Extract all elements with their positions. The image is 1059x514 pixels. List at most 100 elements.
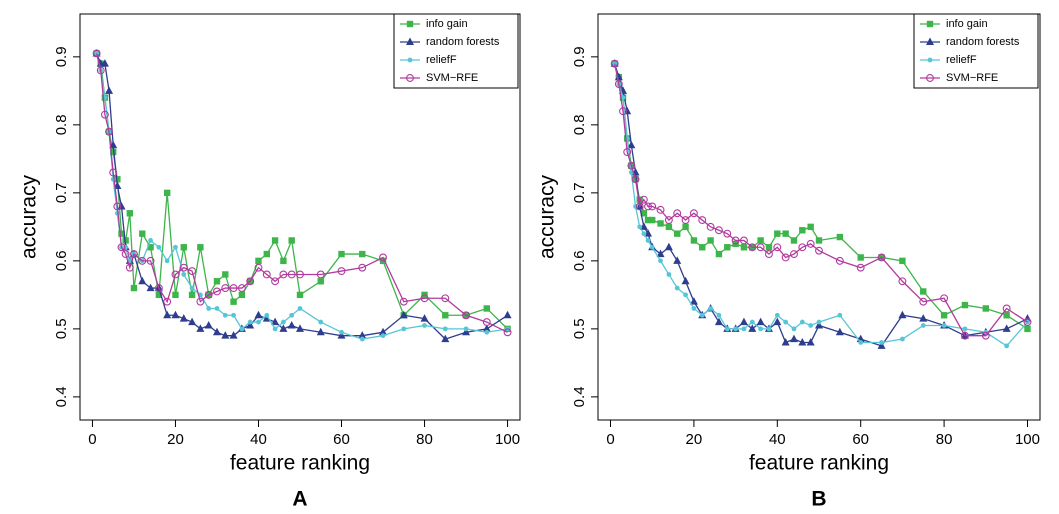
marker-dot [637, 224, 643, 230]
marker-triangle [1002, 324, 1011, 332]
marker-square [640, 210, 648, 217]
marker-square [271, 237, 279, 244]
marker-circle [399, 297, 408, 306]
marker-circle [656, 205, 665, 214]
marker-triangle [246, 320, 255, 329]
marker-dot [783, 319, 789, 325]
marker-square [657, 220, 664, 227]
marker-dot [708, 306, 713, 311]
marker-circle [138, 256, 147, 265]
marker-dot [649, 244, 655, 250]
marker-triangle [627, 140, 636, 149]
marker-circle [627, 161, 636, 170]
marker-circle [635, 202, 644, 211]
marker-square [699, 244, 706, 251]
marker-dot [222, 312, 228, 318]
marker-triangle [639, 222, 648, 230]
marker-triangle [681, 276, 690, 285]
marker-triangle [656, 249, 665, 258]
marker-triangle [254, 310, 263, 319]
marker-triangle [835, 327, 844, 336]
marker-triangle [221, 331, 230, 339]
marker-square [230, 298, 237, 305]
y-tick-label: 0.9 [53, 46, 70, 67]
marker-circle [271, 277, 280, 286]
marker-dot [666, 272, 672, 277]
marker-circle [731, 236, 740, 245]
marker-circle [171, 270, 180, 279]
marker-dot [297, 306, 303, 311]
marker-circle [296, 270, 304, 279]
marker-dot [774, 312, 780, 318]
marker-dot [899, 336, 905, 342]
marker-square [263, 250, 270, 258]
legend-label: SVM−RFE [946, 72, 998, 84]
marker-circle [714, 226, 723, 235]
marker-circle [117, 243, 126, 252]
marker-circle [644, 202, 652, 211]
marker-square [782, 230, 789, 237]
marker-square [118, 230, 125, 237]
marker-square [774, 230, 781, 237]
marker-circle [698, 216, 707, 225]
marker-circle [781, 253, 790, 262]
x-tick-label: 80 [936, 431, 953, 448]
marker-dot [289, 312, 295, 318]
marker-circle [121, 250, 130, 259]
marker-circle [287, 270, 296, 279]
marker-dot [231, 312, 236, 318]
marker-triangle [420, 314, 429, 322]
marker-circle [420, 294, 429, 303]
marker-dot [239, 326, 245, 332]
marker-circle [1002, 304, 1011, 313]
marker-square [807, 223, 814, 231]
marker-square [139, 230, 146, 237]
x-tick-label: 0 [606, 431, 614, 448]
marker-square [130, 284, 138, 292]
marker-circle [790, 250, 798, 259]
marker-circle [835, 256, 844, 265]
series-line [95, 53, 508, 333]
marker-triangle [689, 297, 698, 305]
marker-dot [247, 319, 253, 325]
marker-circle [358, 263, 367, 272]
legend-label: info gain [946, 18, 988, 30]
marker-triangle [441, 334, 450, 343]
marker-square [707, 237, 714, 244]
legend-label: reliefF [426, 54, 457, 66]
marker-triangle [503, 310, 512, 319]
marker-square [122, 237, 129, 244]
marker-square [836, 233, 844, 241]
marker-circle [648, 202, 657, 211]
marker-square [690, 237, 698, 244]
marker-triangle [748, 324, 757, 332]
marker-square [682, 223, 689, 231]
marker-square [222, 271, 229, 278]
marker-dot [189, 285, 195, 291]
marker-dot [920, 323, 926, 328]
marker-circle [723, 229, 732, 238]
marker-circle [919, 297, 928, 306]
marker-circle [229, 284, 238, 293]
marker-square [815, 237, 823, 244]
marker-circle [109, 168, 118, 177]
marker-square [180, 244, 187, 251]
marker-circle [981, 331, 990, 340]
x-tick-label: 40 [250, 431, 267, 448]
marker-triangle [179, 314, 188, 322]
marker-triangle [482, 324, 491, 332]
marker-dot [620, 95, 626, 101]
marker-dot [645, 238, 651, 243]
marker-square [1024, 325, 1031, 333]
marker-dot [156, 244, 162, 250]
marker-triangle [815, 320, 823, 329]
marker-dot [256, 319, 261, 325]
marker-dot [318, 319, 324, 325]
marker-circle [1023, 318, 1032, 327]
marker-square [790, 237, 798, 244]
marker-dot [272, 326, 278, 332]
marker-triangle [806, 337, 815, 346]
marker-dot [463, 326, 469, 332]
marker-circle [689, 209, 698, 218]
marker-triangle [623, 106, 632, 115]
